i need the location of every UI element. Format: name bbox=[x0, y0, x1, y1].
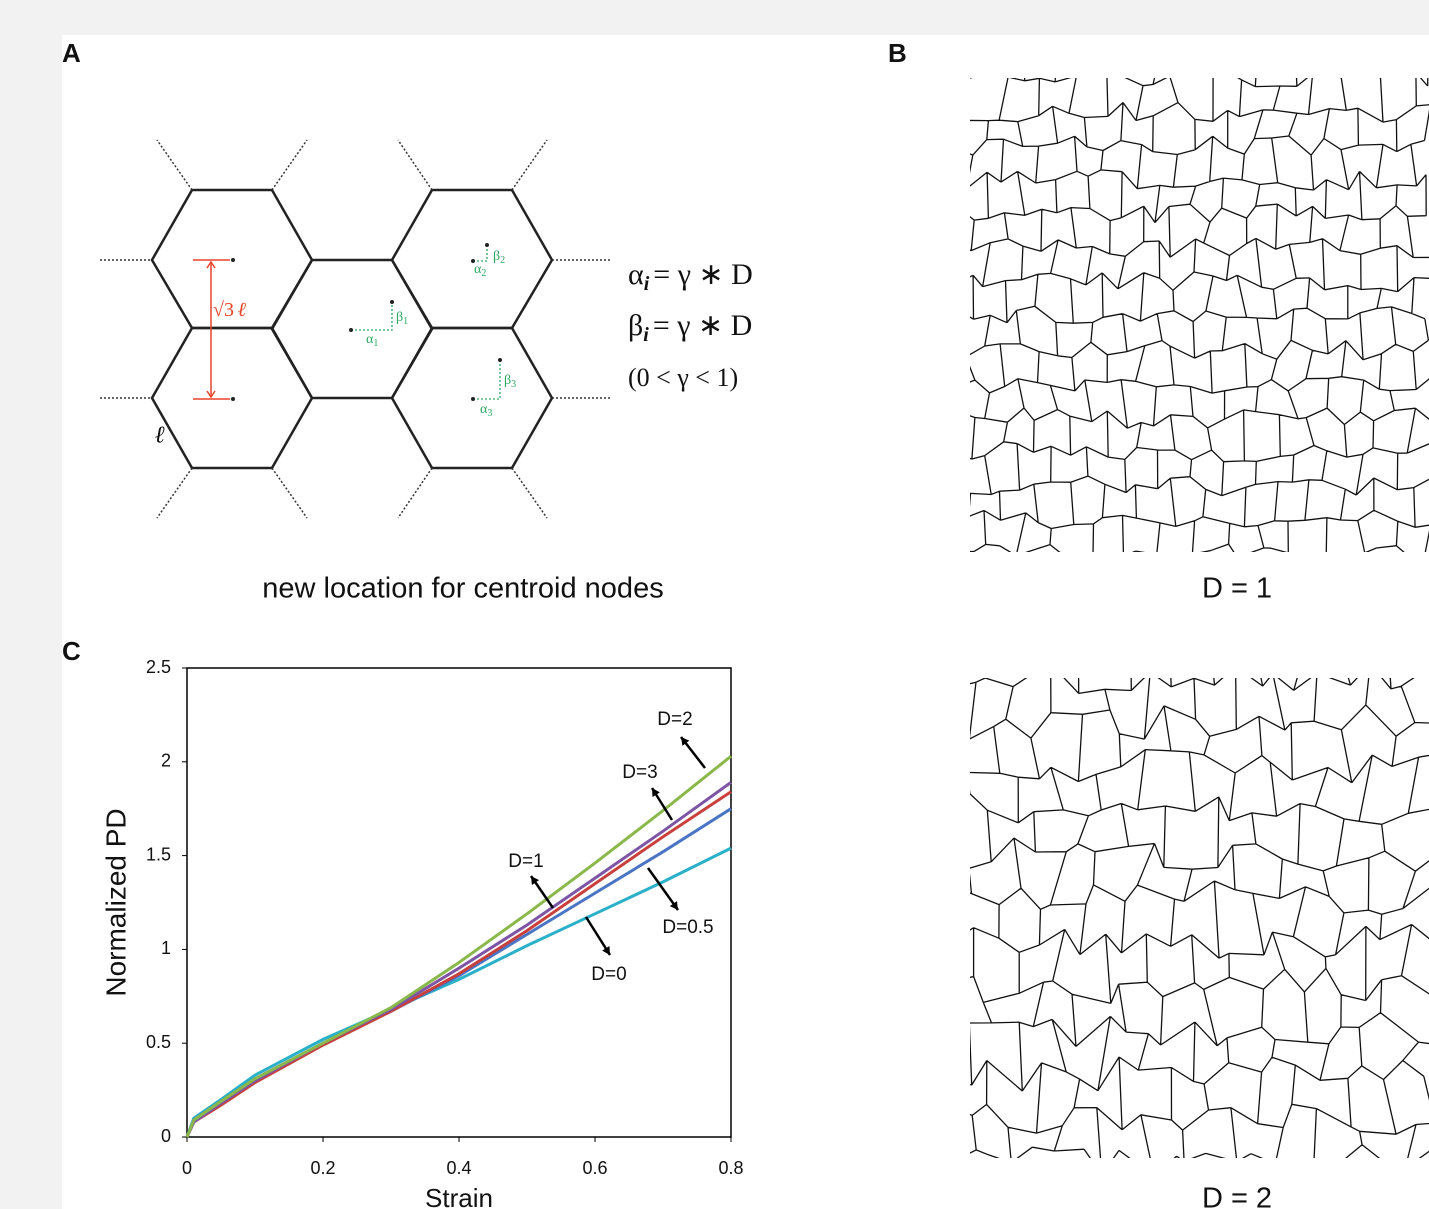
panel-label: C bbox=[62, 636, 81, 666]
series-label: D=1 bbox=[508, 851, 543, 872]
figure-background bbox=[62, 35, 1429, 1209]
length-label: ℓ bbox=[155, 423, 165, 449]
subscript: 1 bbox=[373, 338, 378, 349]
caption: D = 2 bbox=[1202, 1183, 1272, 1209]
series-label: D=0 bbox=[591, 964, 626, 985]
caption: new location for centroid nodes bbox=[262, 573, 663, 605]
series-label: D=3 bbox=[622, 762, 657, 783]
constraint: (0 < γ < 1) bbox=[628, 363, 738, 392]
y-axis-label: Normalized PD bbox=[100, 808, 131, 996]
x-axis-label: Strain bbox=[425, 1183, 493, 1209]
panel-label: A bbox=[62, 38, 81, 68]
y-tick-label: 1 bbox=[161, 938, 171, 958]
page: { "panel_a": { "label": "A", "caption": … bbox=[0, 0, 1429, 1209]
panel-label: B bbox=[888, 38, 907, 68]
equations: αi= γ ∗ D βi= γ ∗ D (0 < γ < 1) bbox=[628, 258, 753, 392]
x-tick-label: 0.6 bbox=[582, 1158, 607, 1178]
y-tick-label: 0.5 bbox=[146, 1032, 171, 1052]
symbol: β bbox=[396, 310, 403, 325]
symbol: β bbox=[493, 249, 500, 264]
subscript: 2 bbox=[481, 268, 486, 279]
y-tick-label: 0 bbox=[161, 1126, 171, 1146]
series-label: D=0.5 bbox=[662, 917, 713, 938]
centroid bbox=[231, 258, 235, 262]
subscript: 3 bbox=[487, 408, 492, 419]
x-tick-label: 0.2 bbox=[310, 1158, 335, 1178]
y-tick-label: 1.5 bbox=[146, 844, 171, 864]
x-tick-label: 0 bbox=[182, 1158, 192, 1178]
subscript: 2 bbox=[500, 255, 505, 266]
centroid bbox=[231, 397, 235, 401]
x-tick-label: 0.4 bbox=[446, 1158, 471, 1178]
y-tick-label: 2 bbox=[161, 751, 171, 771]
subscript: 3 bbox=[511, 379, 516, 390]
x-tick-label: 0.8 bbox=[718, 1158, 743, 1178]
subscript: 1 bbox=[403, 316, 408, 327]
caption: D = 1 bbox=[1202, 573, 1272, 605]
figure: A B C √3ℓ ℓ α1β1α2β2α3β3 αi= γ ∗ D βi bbox=[0, 0, 1429, 1209]
root: √3 bbox=[213, 299, 234, 321]
series-label: D=2 bbox=[657, 709, 692, 730]
symbol: ℓ bbox=[238, 299, 247, 321]
y-tick-label: 2.5 bbox=[146, 657, 171, 677]
symbol: β bbox=[504, 373, 511, 388]
